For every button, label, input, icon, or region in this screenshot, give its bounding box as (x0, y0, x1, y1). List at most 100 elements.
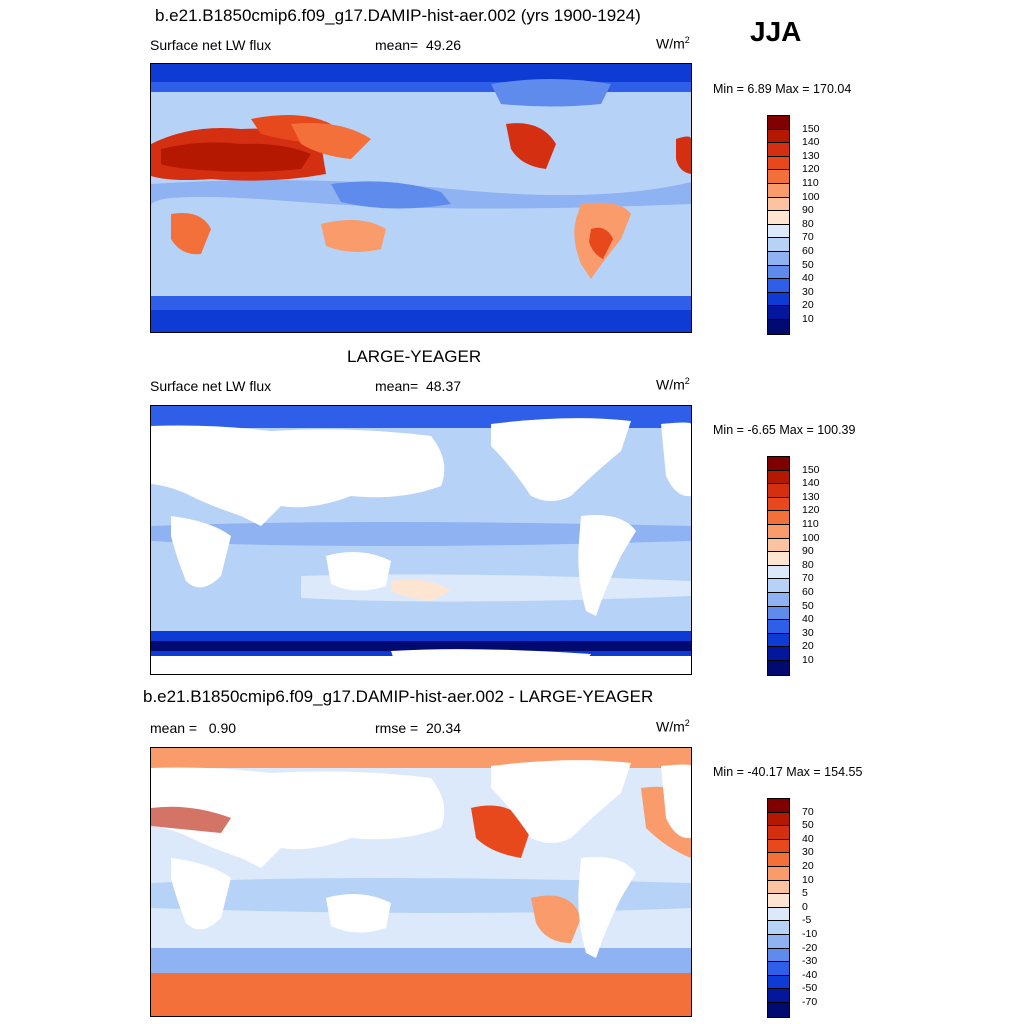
colorbar-tick-label: 50 (802, 258, 814, 271)
colorbar-tick-label: 40 (802, 272, 814, 285)
colorbar-tick-label: -40 (802, 968, 818, 981)
panel1-title: b.e21.B1850cmip6.f09_g17.DAMIP-hist-aer.… (155, 6, 641, 25)
colorbar-swatch (768, 251, 789, 266)
panel1-colorbar (767, 115, 790, 335)
colorbar-swatch (768, 826, 789, 840)
colorbar-swatch (768, 484, 789, 498)
colorbar-tick-label: 10 (802, 873, 814, 886)
colorbar-swatch (768, 975, 789, 990)
panel3-title: b.e21.B1850cmip6.f09_g17.DAMIP-hist-aer.… (143, 687, 654, 706)
panel2-mean: mean= 48.37 (375, 378, 462, 394)
panel3-units: W/m2 (656, 718, 690, 735)
season-label: JJA (750, 16, 802, 47)
colorbar-tick-label: 130 (802, 149, 820, 162)
colorbar-tick-label: 70 (802, 231, 814, 244)
panel1-mean: mean= 49.26 (375, 37, 462, 53)
colorbar-tick-label: 50 (802, 819, 814, 832)
colorbar-swatch (768, 211, 789, 225)
colorbar-tick-label: 60 (802, 586, 814, 598)
colorbar-tick-label: 120 (802, 504, 820, 517)
colorbar-tick-label: 110 (802, 177, 819, 189)
colorbar-tick-label: 100 (802, 190, 820, 203)
colorbar-tick-label: -70 (802, 996, 818, 1008)
colorbar-swatch (768, 116, 789, 130)
panel1-units: W/m2 (656, 35, 690, 52)
colorbar-tick-label: 70 (802, 805, 814, 818)
panel3-mean: mean = 0.90 (150, 720, 237, 736)
colorbar-swatch (768, 279, 789, 293)
colorbar-swatch (768, 921, 789, 935)
colorbar-swatch (768, 647, 789, 661)
panel3-minmax: Min = -40.17 Max = 154.55 (713, 765, 863, 779)
colorbar-swatch (768, 880, 789, 895)
colorbar-tick-label: 130 (802, 490, 820, 503)
colorbar-swatch (768, 319, 789, 334)
colorbar-swatch (768, 633, 789, 648)
colorbar-swatch (768, 620, 789, 634)
colorbar-tick-label: 40 (802, 613, 814, 626)
colorbar-tick-label: 150 (802, 122, 820, 135)
colorbar-swatch (768, 592, 789, 607)
colorbar-swatch (768, 894, 789, 908)
colorbar-swatch (768, 962, 789, 976)
colorbar-swatch (768, 1002, 789, 1017)
colorbar-swatch (768, 306, 789, 320)
colorbar-swatch (768, 799, 789, 813)
colorbar-swatch (768, 606, 789, 621)
colorbar-tick-label: -30 (802, 955, 818, 968)
colorbar-tick-label: 40 (802, 832, 814, 845)
panel2-variable: Surface net LW flux (150, 378, 272, 394)
colorbar-tick-label: 80 (802, 217, 814, 230)
colorbar-swatch (768, 183, 789, 198)
colorbar-tick-label: 30 (802, 285, 814, 298)
panel2-minmax: Min = -6.65 Max = 100.39 (713, 423, 856, 437)
panel3-colorbar (767, 798, 790, 1018)
panel2-units: W/m2 (656, 376, 690, 393)
colorbar-tick-label: 70 (802, 572, 814, 585)
colorbar-tick-label: -50 (802, 982, 818, 995)
panel1-variable: Surface net LW flux (150, 37, 272, 53)
colorbar-tick-label: 140 (802, 136, 820, 149)
colorbar-swatch (768, 129, 789, 144)
colorbar-swatch (768, 579, 789, 593)
colorbar-swatch (768, 265, 789, 280)
colorbar-swatch (768, 238, 789, 252)
colorbar-swatch (768, 197, 789, 212)
colorbar-swatch (768, 224, 789, 239)
colorbar-tick-label: 60 (802, 245, 814, 257)
colorbar-tick-label: 90 (802, 204, 814, 217)
colorbar-tick-label: 90 (802, 545, 814, 558)
colorbar-swatch (768, 156, 789, 171)
panel3-map (150, 747, 692, 1017)
panel2-map (150, 405, 692, 675)
colorbar-swatch (768, 552, 789, 566)
colorbar-swatch (768, 565, 789, 580)
panel1-minmax: Min = 6.89 Max = 170.04 (713, 82, 852, 96)
colorbar-swatch (768, 497, 789, 512)
colorbar-tick-label: 30 (802, 626, 814, 639)
colorbar-swatch (768, 538, 789, 553)
colorbar-tick-label: 50 (802, 599, 814, 612)
colorbar-tick-label: -10 (802, 928, 818, 940)
colorbar-tick-label: 10 (802, 654, 814, 666)
panel1-map (150, 63, 692, 333)
colorbar-tick-label: 20 (802, 299, 814, 312)
panel2-colorbar (767, 456, 790, 676)
colorbar-swatch (768, 143, 789, 157)
panel2-title: LARGE-YEAGER (347, 347, 482, 366)
colorbar-tick-label: 20 (802, 640, 814, 653)
colorbar-tick-label: 5 (802, 887, 808, 900)
colorbar-tick-label: 140 (802, 477, 820, 490)
colorbar-tick-label: -5 (802, 914, 812, 927)
colorbar-swatch (768, 839, 789, 854)
colorbar-tick-label: 110 (802, 518, 819, 530)
colorbar-tick-label: -20 (802, 941, 818, 954)
colorbar-tick-label: 10 (802, 313, 814, 325)
colorbar-swatch (768, 470, 789, 485)
colorbar-tick-label: 80 (802, 558, 814, 571)
colorbar-swatch (768, 511, 789, 525)
colorbar-swatch (768, 457, 789, 471)
colorbar-swatch (768, 948, 789, 963)
colorbar-swatch (768, 292, 789, 307)
colorbar-tick-label: 150 (802, 463, 820, 476)
